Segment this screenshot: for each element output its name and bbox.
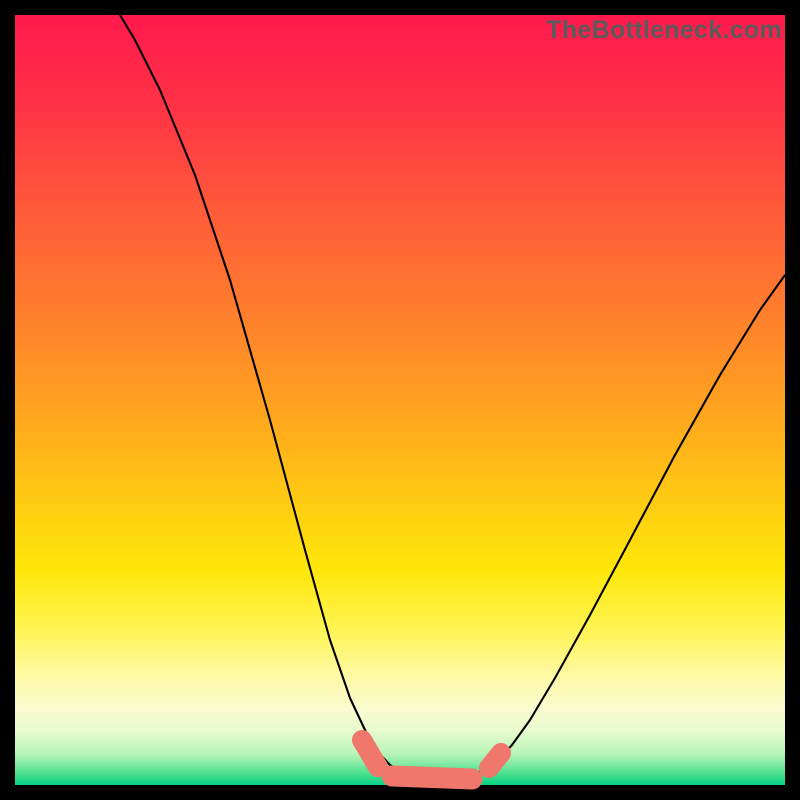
chart-canvas: TheBottleneck.com (0, 0, 800, 800)
gradient-plot-area (15, 15, 785, 785)
watermark-text: TheBottleneck.com (546, 16, 782, 45)
